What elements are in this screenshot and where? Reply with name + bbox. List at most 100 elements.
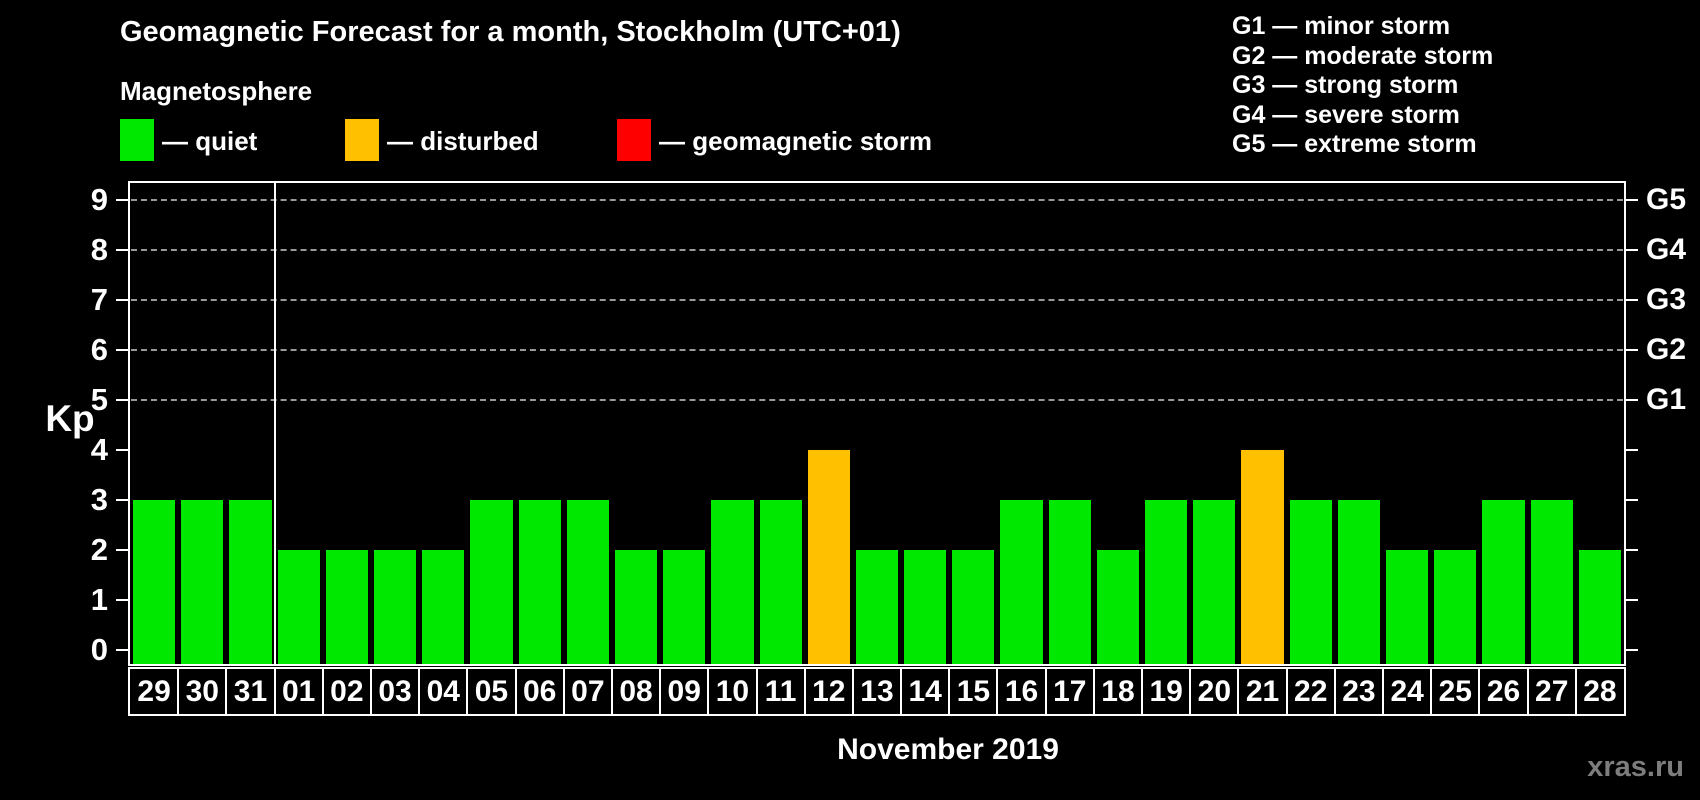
- g-scale-label-g2: G2: [1646, 333, 1687, 366]
- month-separator-line: [273, 183, 276, 664]
- day-label-19: 19: [1149, 675, 1183, 708]
- day-cell-divider: [1526, 669, 1529, 714]
- bar-day-20: [1193, 500, 1236, 664]
- bar-day-02: [325, 550, 368, 664]
- g-scale-label-g1: G1: [1646, 383, 1687, 416]
- bar-day-21: [1241, 450, 1284, 664]
- g-scale-label-g4: G4: [1646, 233, 1687, 266]
- y-tick-label: 4: [90, 432, 108, 467]
- day-cell-divider: [225, 669, 228, 714]
- gridline-kp6: [131, 349, 1623, 351]
- day-label-04: 04: [426, 675, 460, 708]
- day-cell-divider: [273, 669, 276, 714]
- bar-day-31: [229, 500, 272, 664]
- quiet-legend-swatch: [120, 119, 154, 161]
- y-tick-label: 8: [90, 232, 108, 267]
- day-label-07: 07: [571, 675, 605, 708]
- bar-day-13: [855, 550, 899, 664]
- y-tick-left: [116, 599, 128, 601]
- day-label-10: 10: [715, 675, 750, 708]
- y-tick-label: 6: [90, 332, 108, 367]
- day-label-11: 11: [764, 675, 797, 708]
- bar-day-05: [470, 500, 513, 664]
- y-tick-right: [1626, 549, 1638, 551]
- day-label-01: 01: [281, 675, 316, 708]
- y-tick-label: 3: [90, 482, 108, 517]
- day-label-21: 21: [1245, 675, 1280, 708]
- bar-day-15: [952, 550, 995, 664]
- day-label-17: 17: [1053, 675, 1087, 708]
- y-tick-label: 0: [90, 632, 108, 667]
- storm-legend-label: — geomagnetic storm: [659, 126, 933, 156]
- disturbed-legend-swatch: [345, 119, 379, 161]
- day-label-14: 14: [908, 675, 942, 708]
- day-label-12: 12: [812, 675, 846, 708]
- day-label-18: 18: [1101, 675, 1135, 708]
- y-tick-left: [116, 649, 128, 651]
- bar-day-12: [807, 450, 850, 664]
- y-tick-left: [116, 299, 128, 301]
- day-label-05: 05: [474, 675, 509, 708]
- y-axis-title: Kp: [45, 398, 95, 439]
- day-cell-divider: [321, 669, 324, 714]
- day-cell-divider: [177, 669, 180, 714]
- bar-day-07: [566, 500, 609, 664]
- day-cell-divider: [514, 669, 517, 714]
- y-tick-left: [116, 249, 128, 251]
- day-label-23: 23: [1342, 675, 1376, 708]
- day-cell-divider: [1285, 669, 1288, 714]
- y-tick-right: [1626, 199, 1638, 201]
- gridline-kp5: [131, 399, 1623, 401]
- day-label-29: 29: [137, 675, 171, 708]
- day-cell-divider: [466, 669, 469, 714]
- day-label-09: 09: [667, 675, 701, 708]
- y-tick-right: [1626, 649, 1638, 651]
- day-label-27: 27: [1535, 675, 1569, 708]
- day-cell-divider: [1189, 669, 1192, 714]
- day-cell-divider: [369, 669, 372, 714]
- day-label-03: 03: [378, 675, 412, 708]
- y-tick-label: 9: [90, 182, 108, 217]
- y-tick-label: 5: [90, 382, 108, 417]
- bar-day-16: [1000, 500, 1043, 664]
- bar-day-24: [1386, 550, 1429, 664]
- gridline-kp8: [131, 249, 1623, 251]
- storm-legend-swatch: [617, 119, 651, 161]
- bar-day-03: [373, 550, 417, 664]
- day-cell-divider: [1382, 669, 1385, 714]
- bar-day-19: [1145, 500, 1188, 664]
- y-tick-left: [116, 349, 128, 351]
- quiet-legend-label: — quiet: [162, 126, 258, 156]
- g-scale-label-g5: G5: [1646, 183, 1687, 216]
- bar-day-11: [759, 500, 802, 664]
- day-cell-divider: [707, 669, 710, 714]
- y-tick-right: [1626, 299, 1638, 301]
- magnetosphere-label: Magnetosphere: [120, 76, 313, 106]
- plot-area: [128, 181, 1626, 666]
- day-label-28: 28: [1583, 675, 1617, 708]
- y-tick-left: [116, 449, 128, 451]
- day-label-20: 20: [1197, 675, 1232, 708]
- bar-day-30: [181, 500, 224, 664]
- y-tick-right: [1626, 449, 1638, 451]
- day-cell-divider: [948, 669, 951, 714]
- day-cell-divider: [562, 669, 565, 714]
- day-cell-divider: [1478, 669, 1481, 714]
- day-label-06: 06: [522, 675, 557, 708]
- day-cell-divider: [803, 669, 806, 714]
- bar-day-08: [614, 550, 658, 664]
- day-cell-divider: [755, 669, 758, 714]
- disturbed-legend-label: — disturbed: [387, 126, 539, 156]
- day-label-row: [128, 667, 1626, 716]
- y-tick-right: [1626, 599, 1638, 601]
- storm-scale-g5: G5 — extreme storm: [1232, 130, 1477, 158]
- bar-day-10: [711, 500, 754, 664]
- y-tick-label: 1: [90, 582, 108, 617]
- day-cell-divider: [1430, 669, 1433, 714]
- day-label-26: 26: [1486, 675, 1521, 708]
- bar-day-18: [1096, 550, 1140, 664]
- day-cell-divider: [1141, 669, 1144, 714]
- bar-day-25: [1434, 550, 1477, 664]
- gridline-kp9: [131, 199, 1623, 201]
